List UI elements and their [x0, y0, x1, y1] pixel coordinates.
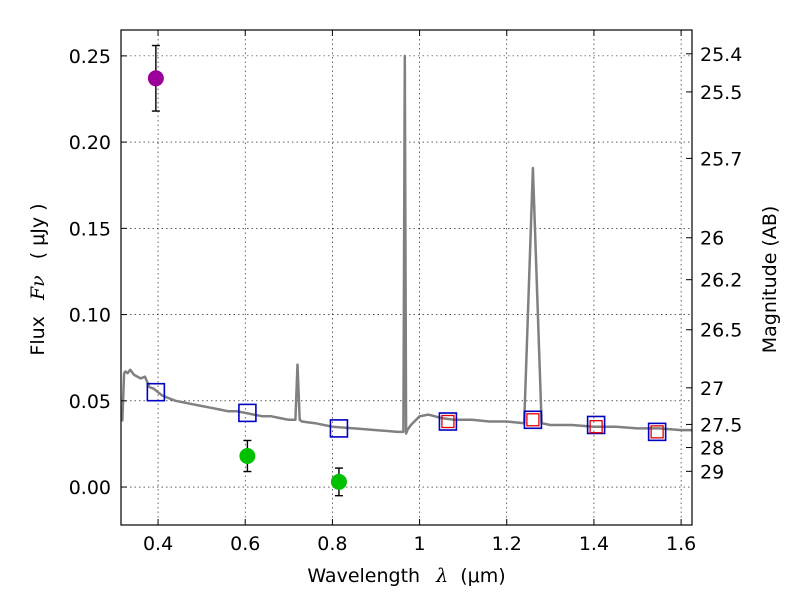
observed-photometry-square [441, 414, 455, 429]
y-axis-label-unit: ( μJy ) [27, 203, 49, 259]
x-tick-label: 1.4 [579, 533, 609, 555]
x-axis-label-text: Wavelength [307, 565, 420, 587]
detection-point [239, 448, 256, 465]
tick-layer: 0.4 0.6 0.8 1 1.2 1.4 1.6 0.00 0.05 0.10 0.15 0.20 0… [69, 30, 742, 555]
y-tick-label: 0.10 [69, 305, 111, 327]
magnitude-tick-label: 25.7 [700, 148, 742, 170]
observed-photometry-square [526, 413, 540, 427]
y-tick-label: 0.00 [69, 477, 111, 499]
model-photometry-square [238, 403, 257, 423]
model-spectrum-layer [121, 54, 692, 435]
x-axis-label-unit: (μm) [460, 565, 505, 587]
y-tick-label: 0.15 [69, 218, 111, 240]
model-photometry-square [438, 412, 458, 431]
magnitude-tick-label: 29 [700, 461, 724, 483]
magnitude-tick-label: 26.5 [700, 320, 742, 342]
x-axis-label: Wavelength λ (μm) [307, 565, 505, 587]
model-photometry-square [146, 382, 166, 402]
y-axis-label-text: Flux [27, 316, 49, 356]
x-tick-label: 1 [414, 533, 426, 555]
y-axis-label-symbol: Fν [27, 275, 49, 301]
observed-photometry-square [650, 425, 664, 439]
grid-lines [121, 30, 692, 525]
magnitude-tick-label: 25.5 [700, 82, 742, 104]
x-tick-label: 1.6 [666, 533, 696, 555]
model-photometry-square [523, 410, 543, 430]
magnitude-tick-label: 26 [700, 228, 724, 250]
plot-frame [120, 29, 693, 526]
model-photometry-square [647, 422, 667, 442]
model-photometry-square [329, 419, 349, 438]
magnitude-tick-label: 27.5 [700, 414, 742, 436]
y-axis-label: Flux Fν ( μJy ) [27, 203, 49, 355]
x-tick-label: 0.4 [143, 533, 173, 555]
x-tick-label: 1.2 [492, 533, 522, 555]
detection-point [147, 70, 164, 87]
model-photometry-square [586, 415, 606, 435]
y-tick-label: 0.20 [69, 132, 111, 154]
y-tick-label: 0.05 [69, 391, 111, 413]
model-spectrum-line [121, 54, 692, 435]
magnitude-tick-label: 28 [700, 438, 724, 460]
magnitude-tick-label: 27 [700, 378, 724, 400]
detection-point [330, 473, 347, 490]
y-tick-label: 0.25 [69, 46, 111, 68]
x-axis-label-symbol: λ [435, 565, 448, 587]
x-tick-label: 0.8 [317, 533, 347, 555]
marker-layer [146, 44, 667, 497]
x-tick-label: 0.6 [230, 533, 260, 555]
magnitude-axis-label: Magnitude (AB) [759, 206, 781, 354]
magnitude-tick-label: 26.2 [700, 270, 742, 292]
observed-photometry-square [589, 420, 603, 434]
magnitude-tick-label: 25.4 [700, 44, 742, 66]
